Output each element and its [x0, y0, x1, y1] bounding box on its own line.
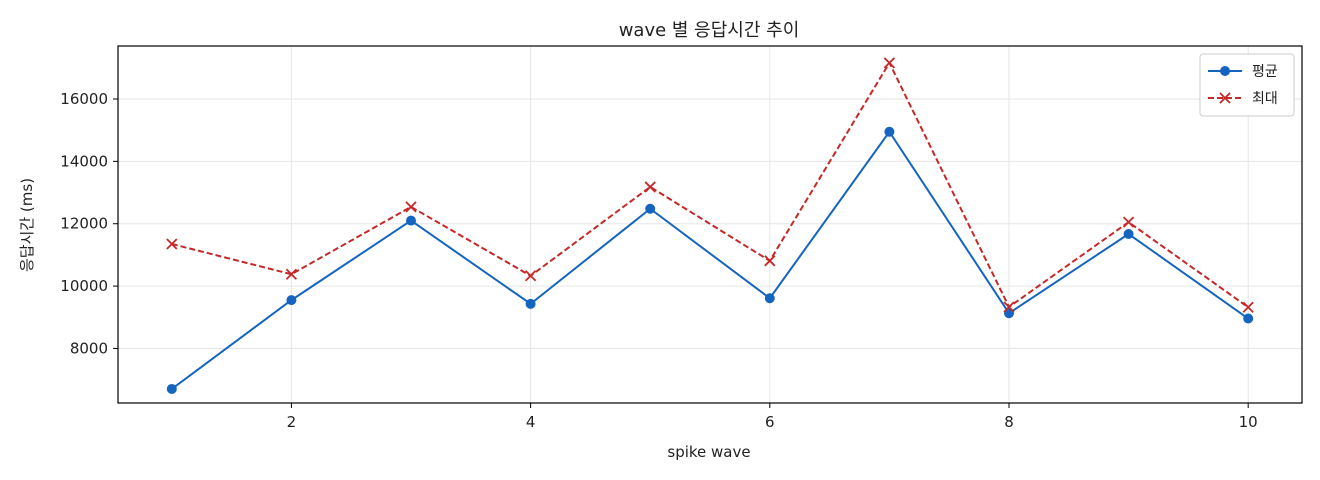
y-tick-label: 12000 [60, 215, 108, 233]
data-point-mean [166, 383, 177, 394]
series-layer [166, 57, 1254, 394]
data-point-max [764, 255, 776, 267]
x-tick-label: 8 [1004, 413, 1014, 431]
data-point-mean [525, 298, 536, 309]
legend-entry-max: 최대 [1208, 91, 1278, 107]
y-tick-label: 8000 [70, 339, 108, 357]
x-tick-label: 4 [526, 413, 536, 431]
plot-frame [117, 45, 1303, 404]
data-point-max [166, 238, 178, 250]
data-point-max [285, 268, 298, 280]
x-tick-label: 2 [287, 413, 297, 431]
data-point-max [524, 270, 537, 282]
data-point-max [644, 181, 656, 193]
y-tick-label: 10000 [60, 277, 108, 295]
data-point-max [1003, 301, 1015, 313]
legend-box [1199, 53, 1295, 117]
legend-marker-max [1219, 92, 1231, 104]
series-line-mean [171, 130, 1249, 390]
series-line-max [171, 61, 1249, 309]
y-tick-label: 14000 [60, 152, 108, 170]
x-axis-label: spike wave [667, 443, 750, 461]
chart-title: wave 별 응답시간 추이 [619, 20, 800, 41]
legend-entry-mean: 평균 [1208, 64, 1278, 80]
y-tick-label: 16000 [60, 90, 108, 108]
data-point-mean [645, 203, 656, 214]
legend-label-max: 최대 [1252, 91, 1278, 107]
data-point-max [1242, 301, 1254, 313]
data-point-mean [1123, 229, 1134, 240]
data-point-mean [1243, 313, 1254, 324]
x-tick-label: 10 [1239, 413, 1258, 431]
data-point-mean [286, 295, 297, 306]
data-point-max [883, 57, 896, 69]
legend-label-mean: 평균 [1252, 64, 1278, 80]
y-axis-label: 응답시간 (ms) [18, 178, 36, 272]
x-tick-label: 6 [765, 413, 775, 431]
legend-marker-mean [1220, 66, 1230, 76]
data-point-max [1122, 216, 1135, 228]
legend: 평균 최대 [1199, 53, 1295, 117]
data-point-mean [764, 293, 775, 304]
data-point-mean [406, 215, 417, 226]
axis-ticks: 2 4 6 8 10 8000 10000 12000 14000 16000 [60, 90, 1257, 431]
grid [118, 46, 1302, 403]
data-point-max [405, 201, 417, 213]
data-point-mean [884, 126, 895, 137]
